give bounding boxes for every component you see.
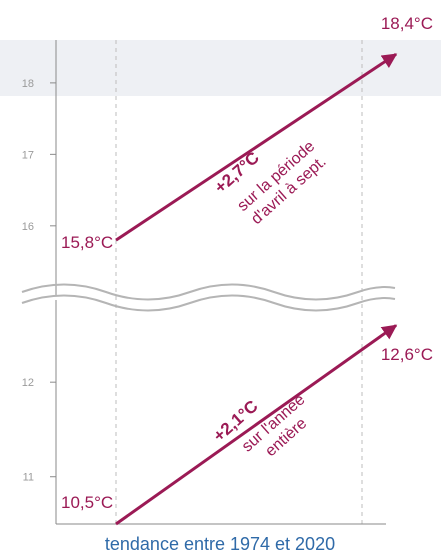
lower-start-label: 10,5°C	[61, 493, 113, 512]
lower-tick-label-11: 11	[23, 472, 34, 484]
upper-end-label: 18,4°C	[381, 14, 433, 33]
lower-end-label: 12,6°C	[381, 345, 433, 364]
upper-start-label: 15,8°C	[61, 233, 113, 252]
lower-tick-label-12: 12	[22, 377, 34, 389]
highlight-band	[0, 40, 441, 96]
upper-trend-arrow	[115, 53, 398, 242]
x-axis-label: tendance entre 1974 et 2020	[105, 534, 335, 554]
lower-y-ticks: 11 12	[22, 377, 56, 484]
upper-tick-label-17: 17	[22, 149, 34, 161]
axis-break-wave-top	[21, 283, 396, 301]
axis-break-wave-bottom	[21, 294, 396, 312]
lower-annotation: +2,1°C sur l'année entière	[210, 391, 311, 460]
upper-tick-label-18: 18	[22, 78, 34, 90]
upper-tick-label-16: 16	[22, 221, 34, 233]
upper-annotation: +2,7°C sur la période d'avril à sept.	[211, 138, 330, 228]
upper-y-ticks: 16 17 18	[22, 78, 56, 233]
lower-trend-arrow	[115, 324, 398, 526]
